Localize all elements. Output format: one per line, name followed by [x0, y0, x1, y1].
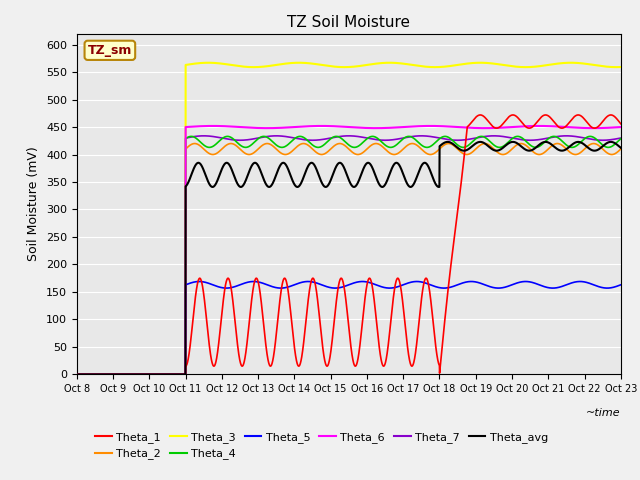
Text: ~time: ~time	[586, 408, 621, 419]
Title: TZ Soil Moisture: TZ Soil Moisture	[287, 15, 410, 30]
Text: TZ_sm: TZ_sm	[88, 44, 132, 57]
Y-axis label: Soil Moisture (mV): Soil Moisture (mV)	[28, 146, 40, 262]
Legend: Theta_1, Theta_2, Theta_3, Theta_4, Theta_5, Theta_6, Theta_7, Theta_avg: Theta_1, Theta_2, Theta_3, Theta_4, Thet…	[91, 428, 552, 464]
